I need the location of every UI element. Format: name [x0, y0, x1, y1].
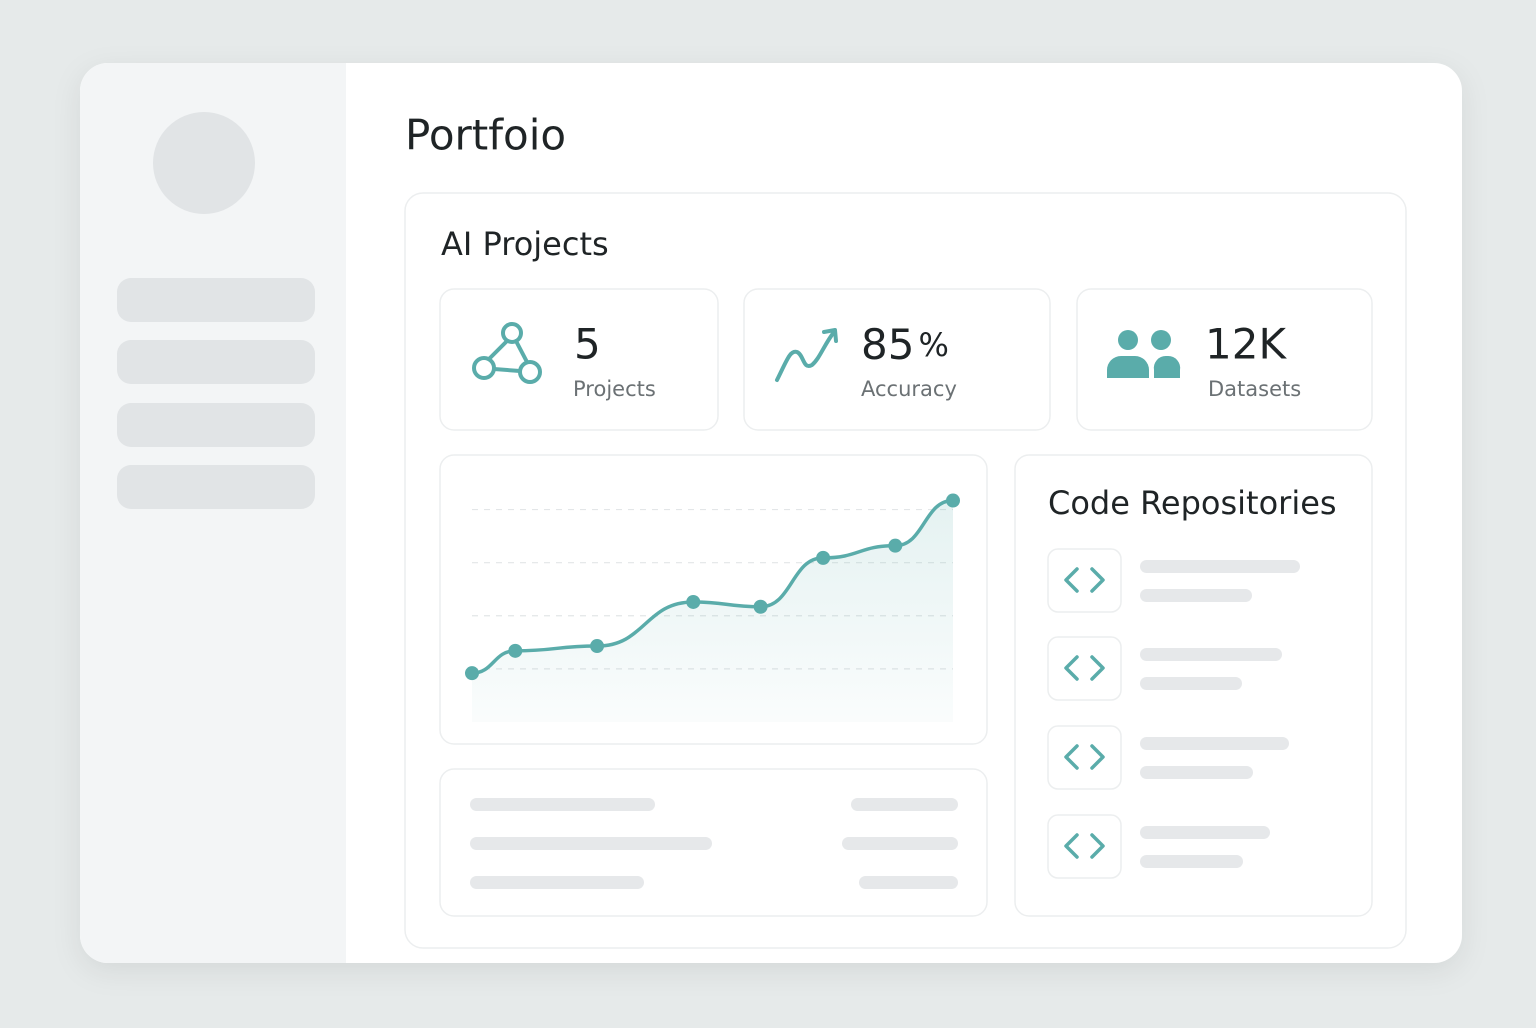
stat-card [1076, 288, 1373, 431]
stat-value: 5 [574, 320, 601, 369]
stat-value: 12K [1205, 320, 1287, 369]
trend-icon [775, 328, 838, 382]
placeholder [859, 876, 958, 889]
point [946, 493, 960, 508]
placeholder [1140, 648, 1282, 661]
point [816, 550, 831, 565]
placeholder [470, 798, 655, 811]
point [508, 643, 523, 658]
point [888, 538, 903, 553]
nav-item[interactable] [117, 278, 315, 322]
placeholder [842, 837, 958, 850]
placeholder [1140, 766, 1253, 779]
nav-item[interactable] [117, 465, 315, 509]
placeholder [851, 798, 958, 811]
area [472, 500, 953, 722]
code-icon [1064, 744, 1105, 770]
stat-card [743, 288, 1051, 431]
point [753, 599, 768, 614]
placeholder [1140, 589, 1252, 602]
repo-title: Code Repositories [1048, 484, 1337, 522]
stat-label: Datasets [1208, 377, 1301, 401]
placeholder [1140, 855, 1243, 868]
repo-icon-box [1047, 725, 1122, 790]
stat-label: Projects [573, 377, 656, 401]
stat-label: Accuracy [861, 377, 957, 401]
code-icon [1064, 655, 1105, 681]
stat-unit: % [918, 326, 948, 364]
placeholder [1140, 677, 1242, 690]
repo-icon-box [1047, 636, 1122, 701]
point [686, 594, 701, 609]
point [465, 666, 479, 681]
code-icon [1064, 567, 1105, 593]
code-icon [1064, 833, 1105, 859]
point [590, 639, 605, 654]
placeholder [1140, 560, 1300, 573]
nav-item[interactable] [117, 340, 315, 384]
placeholder [470, 876, 644, 889]
repo-icon-box [1047, 548, 1122, 613]
nav-item[interactable] [117, 403, 315, 447]
placeholder [470, 837, 712, 850]
network-icon [472, 322, 542, 384]
line-chart [465, 493, 960, 722]
section-title: AI Projects [441, 225, 609, 263]
repo-icon-box [1047, 814, 1122, 879]
page-title: Portfoio [405, 111, 566, 160]
repo-list [1047, 548, 1300, 879]
avatar [153, 112, 255, 214]
stat-value: 85% [861, 320, 949, 369]
placeholder [1140, 826, 1270, 839]
people-icon [1107, 330, 1181, 378]
stat-number: 85 [861, 320, 914, 369]
placeholder [1140, 737, 1289, 750]
